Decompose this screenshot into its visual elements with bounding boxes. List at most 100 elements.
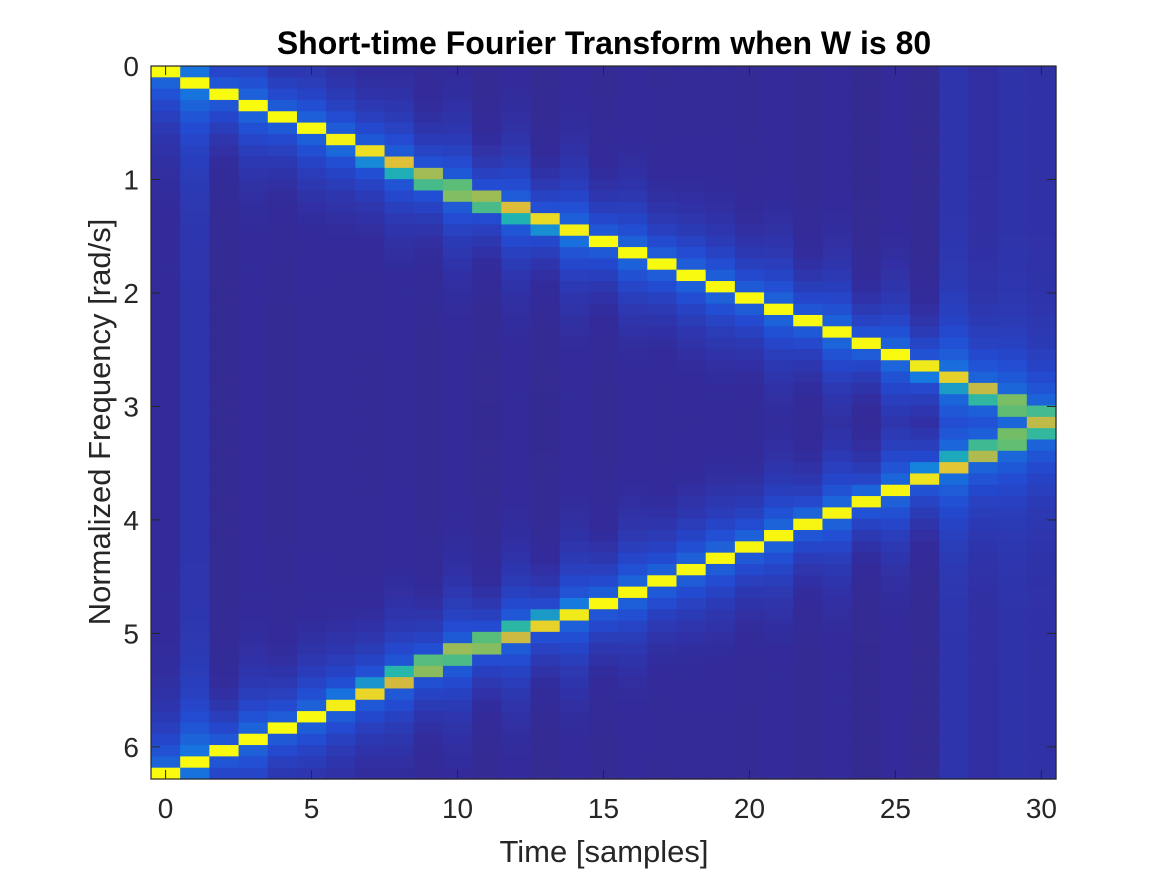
heatmap-cell — [910, 179, 940, 192]
heatmap-cell — [530, 620, 561, 633]
heatmap-cell — [647, 597, 678, 610]
heatmap-cell — [413, 733, 444, 746]
heatmap-cell — [997, 281, 1028, 293]
heatmap-cell — [296, 360, 327, 373]
heatmap-cell — [238, 620, 269, 633]
heatmap-cell — [384, 122, 415, 135]
heatmap-cell — [442, 235, 473, 248]
heatmap-cell — [618, 224, 648, 237]
heatmap-cell — [705, 314, 736, 327]
heatmap-cell — [209, 337, 240, 350]
heatmap-cell — [968, 179, 999, 192]
heatmap-cell — [793, 190, 824, 203]
heatmap-cell — [822, 507, 853, 520]
heatmap-cell — [618, 631, 648, 644]
heatmap-cell — [296, 530, 327, 542]
heatmap-cell — [238, 699, 269, 712]
heatmap-cell — [647, 450, 678, 463]
heatmap-cell — [413, 167, 444, 180]
heatmap-cell — [355, 496, 386, 508]
heatmap-cell — [647, 733, 678, 746]
heatmap-cell — [238, 484, 269, 497]
heatmap-cell — [530, 450, 561, 463]
heatmap-cell — [530, 575, 561, 588]
heatmap-cell — [1026, 439, 1057, 452]
heatmap-cell — [939, 190, 970, 203]
heatmap-cell — [180, 394, 210, 407]
heatmap-cell — [968, 575, 999, 588]
heatmap-cell — [442, 337, 473, 350]
heatmap-cell — [764, 552, 794, 565]
heatmap-cell — [209, 416, 240, 429]
heatmap-cell — [472, 428, 502, 441]
heatmap-cell — [705, 563, 736, 576]
heatmap-cell — [180, 179, 210, 192]
heatmap-cell — [880, 722, 911, 735]
heatmap-cell — [910, 586, 940, 599]
heatmap-cell — [851, 767, 882, 780]
heatmap-cell — [326, 326, 356, 339]
heatmap-cell — [764, 609, 794, 622]
heatmap-cell — [530, 111, 561, 124]
heatmap-cell — [355, 88, 386, 101]
heatmap-cell — [1026, 462, 1057, 475]
heatmap-cell — [618, 111, 648, 124]
heatmap-cell — [1026, 563, 1057, 576]
heatmap-cell — [851, 643, 882, 656]
heatmap-cell — [997, 133, 1028, 146]
heatmap-cell — [209, 156, 240, 169]
heatmap-cell — [326, 133, 356, 146]
heatmap-cell — [734, 609, 765, 622]
heatmap-cell — [1026, 190, 1057, 203]
heatmap-cell — [296, 326, 327, 339]
heatmap-cell — [822, 416, 853, 429]
heatmap-cell — [647, 326, 678, 339]
heatmap-cell — [384, 631, 415, 644]
heatmap-cell — [559, 597, 590, 610]
heatmap-cell — [997, 450, 1028, 463]
heatmap-cell — [472, 530, 502, 542]
heatmap-cell — [1026, 281, 1057, 293]
heatmap-cell — [851, 699, 882, 712]
heatmap-cell — [588, 111, 619, 124]
heatmap-cell — [676, 733, 707, 746]
heatmap-cell — [209, 382, 240, 395]
heatmap-cell — [180, 77, 210, 90]
heatmap-cell — [939, 337, 970, 350]
heatmap-cell — [968, 722, 999, 735]
heatmap-cell — [442, 473, 473, 486]
heatmap-cell — [384, 530, 415, 542]
heatmap-cell — [355, 292, 386, 305]
heatmap-cell — [384, 575, 415, 588]
heatmap-cell — [997, 552, 1028, 565]
heatmap-cell — [588, 314, 619, 327]
heatmap-cell — [647, 224, 678, 237]
heatmap-cell — [647, 631, 678, 644]
heatmap-cell — [413, 767, 444, 780]
heatmap-cell — [588, 326, 619, 339]
heatmap-cell — [501, 586, 532, 599]
heatmap-cell — [647, 314, 678, 327]
x-tick-label: 5 — [304, 793, 320, 824]
heatmap-cell — [413, 654, 444, 667]
heatmap-cell — [588, 530, 619, 542]
heatmap-cell — [501, 292, 532, 305]
heatmap-cell — [822, 496, 853, 508]
heatmap-cell — [180, 88, 210, 101]
heatmap-cell — [1026, 99, 1057, 112]
heatmap-cell — [472, 382, 502, 395]
heatmap-cell — [326, 586, 356, 599]
heatmap-cell — [764, 665, 794, 678]
heatmap-cell — [910, 337, 940, 350]
heatmap-cell — [822, 541, 853, 554]
heatmap-cell — [764, 733, 794, 746]
heatmap-cell — [676, 620, 707, 633]
heatmap-cell — [968, 269, 999, 282]
heatmap-cell — [939, 122, 970, 135]
heatmap-cell — [647, 518, 678, 531]
heatmap-cell — [442, 247, 473, 259]
heatmap-cell — [530, 654, 561, 667]
heatmap-cell — [880, 88, 911, 101]
heatmap-cell — [647, 643, 678, 656]
